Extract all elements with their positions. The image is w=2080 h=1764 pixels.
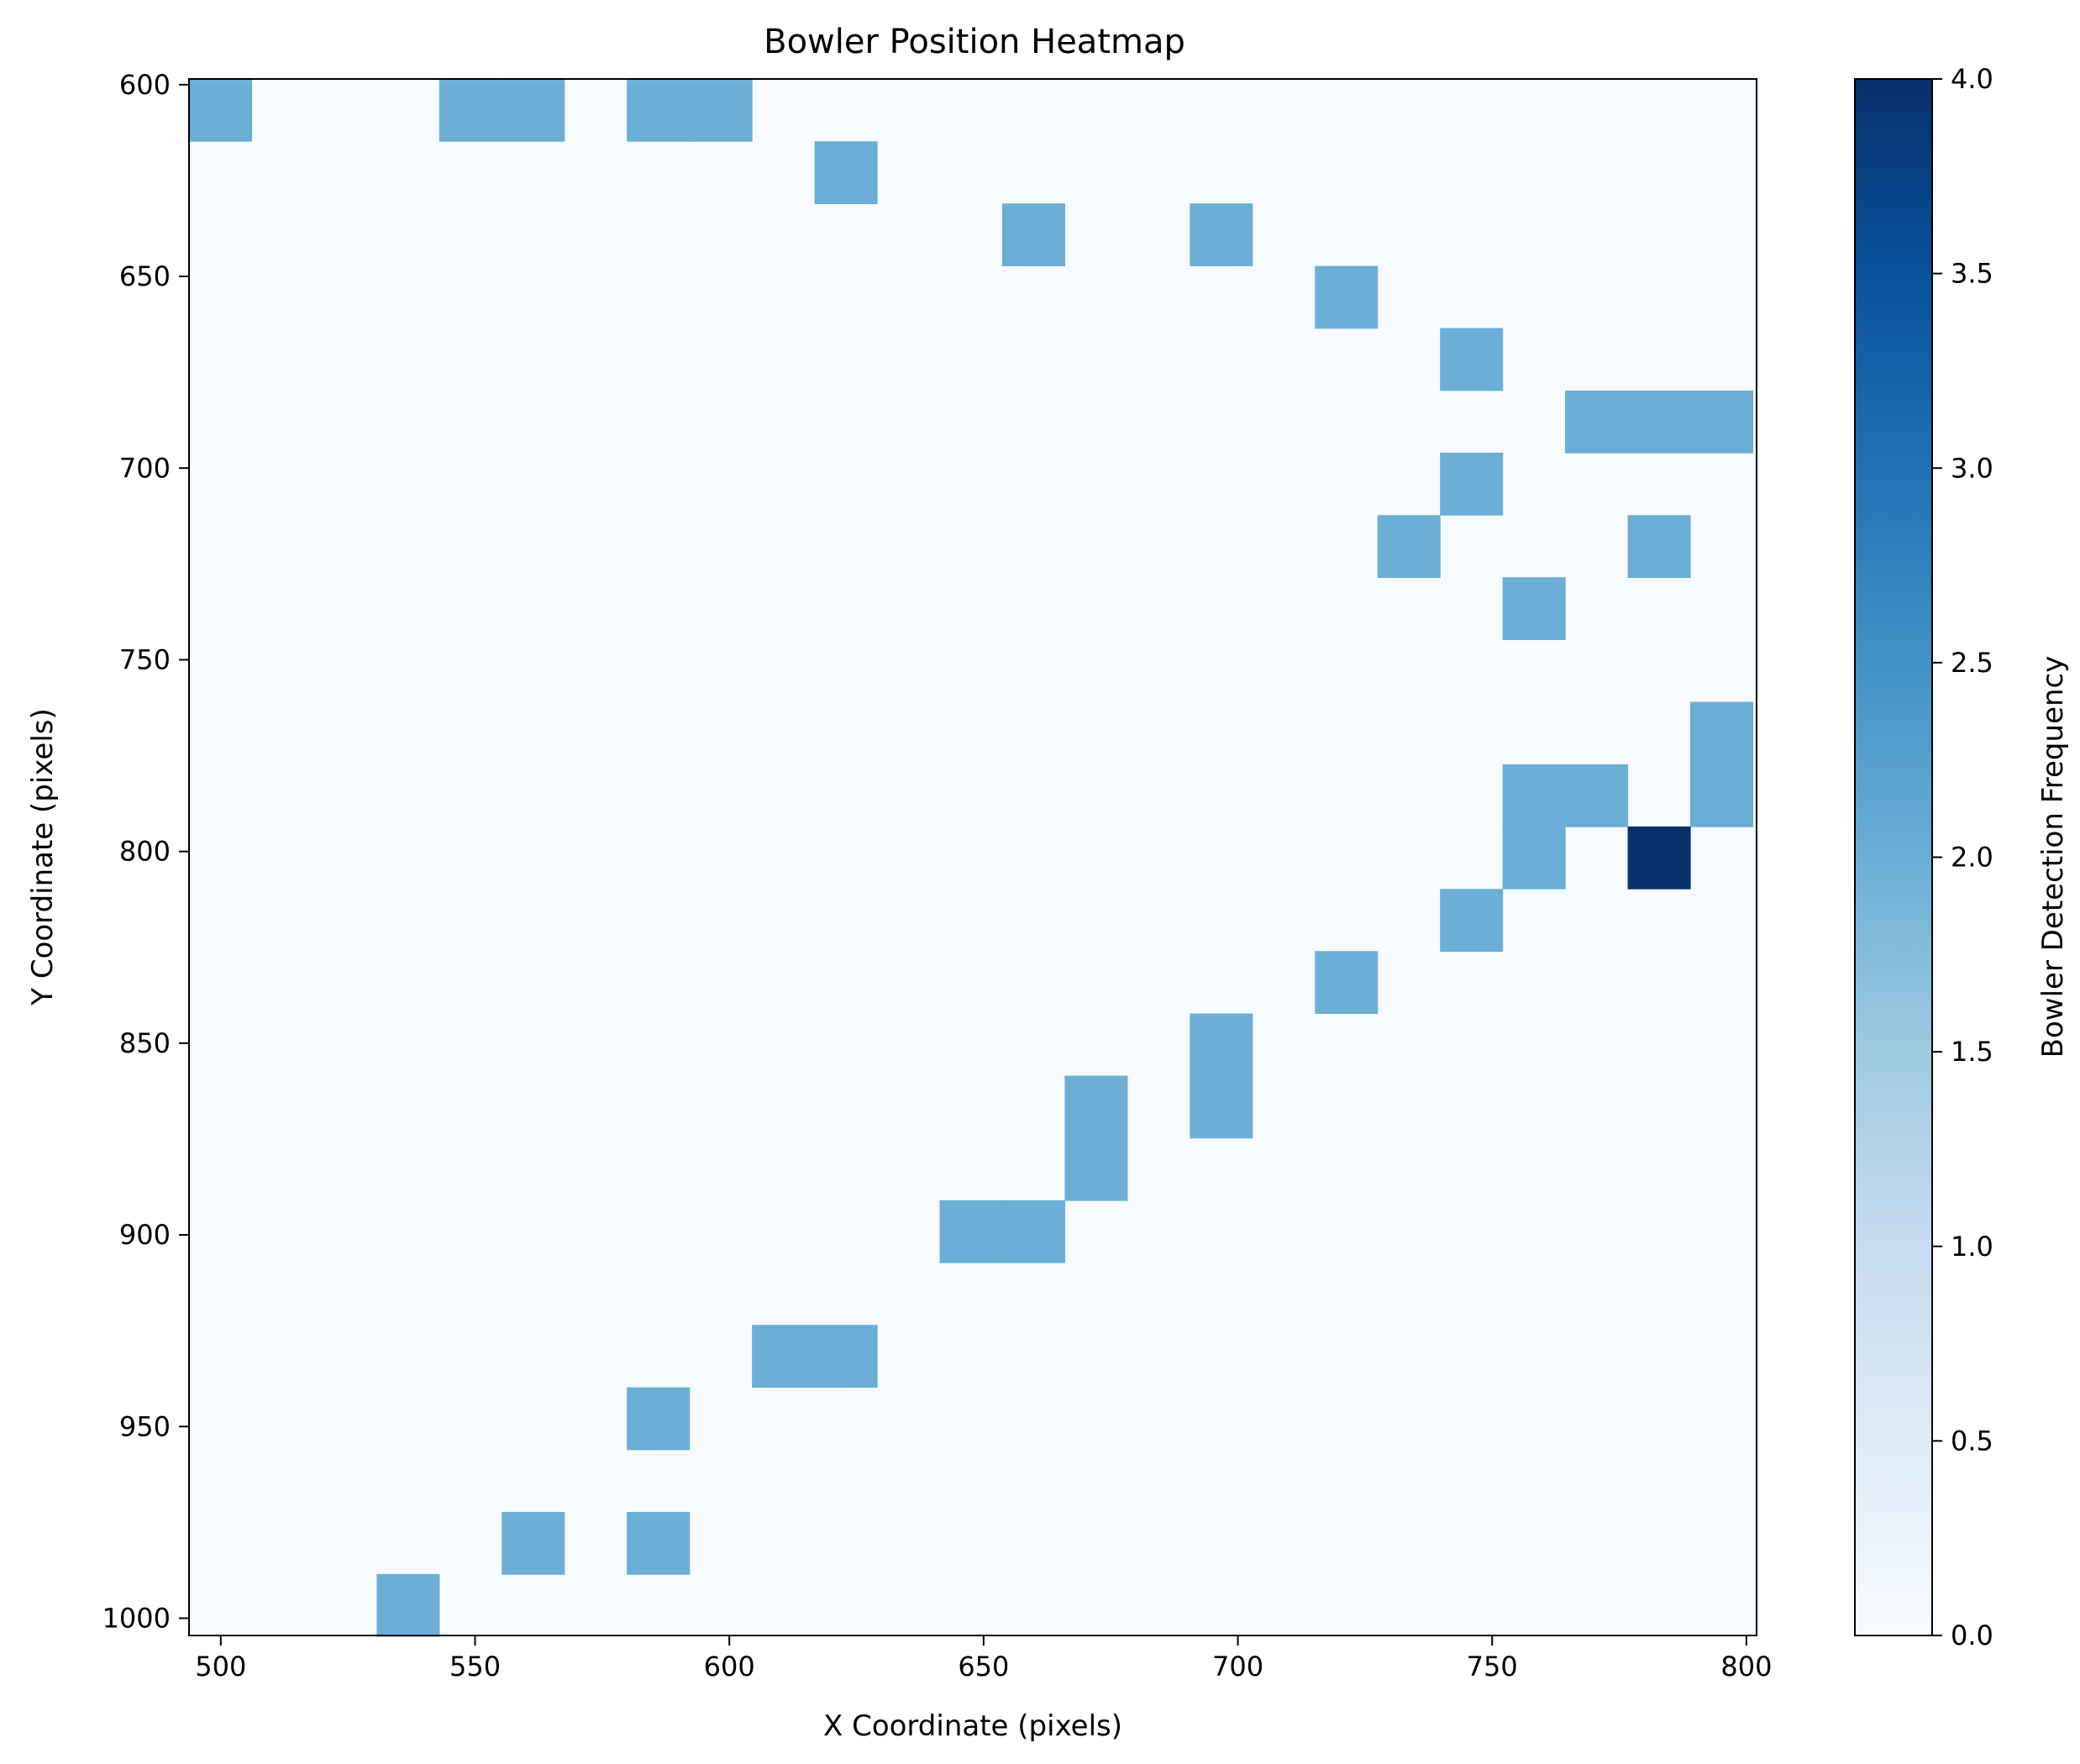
heatmap-cell: [189, 78, 253, 142]
colorbar-ticks: 0.0 0.5 1.0 1.5 2.0 2.5 3.0 3.5 4.0: [1932, 63, 1993, 1651]
heatmap-cell: [1315, 265, 1379, 329]
heatmap-cell: [939, 1200, 1003, 1263]
x-tick-label: 600: [704, 1651, 755, 1683]
y-tick-label: 850: [119, 1027, 171, 1059]
colorbar-tick-label: 0.5: [1951, 1425, 1993, 1457]
heatmap-cell: [1627, 515, 1691, 579]
x-tick-label: 650: [958, 1651, 1009, 1683]
heatmap-cell: [1064, 1075, 1128, 1139]
colorbar-tick-label: 1.0: [1951, 1231, 1993, 1263]
heatmap-cell: [1502, 577, 1566, 640]
x-tick-label: 500: [195, 1651, 246, 1683]
heatmap-cell: [502, 1511, 565, 1575]
colorbar-tick-label: 2.0: [1951, 842, 1993, 874]
colorbar-tick-label: 2.5: [1951, 647, 1993, 679]
heatmap-cell: [1690, 764, 1754, 827]
y-tick-label: 900: [119, 1219, 171, 1251]
x-axis-ticks: 500 550 600 650 700 750 800: [195, 1635, 1772, 1683]
heatmap-cell: [1440, 328, 1504, 391]
colorbar-tick-label: 0.0: [1951, 1620, 1993, 1651]
heatmap-cell: [439, 78, 502, 142]
heatmap-cell: [1565, 390, 1629, 454]
y-tick-label: 800: [119, 836, 171, 868]
heatmap-cell: [627, 1387, 691, 1451]
heatmap-cell: [1190, 203, 1253, 266]
heatmap-cell: [376, 1573, 440, 1637]
heatmap-cell: [1377, 515, 1441, 579]
y-tick-label: 600: [119, 69, 171, 101]
heatmap-cell: [627, 1511, 691, 1575]
heatmap-cell: [1440, 452, 1504, 516]
heatmap-cell: [1315, 951, 1379, 1014]
heatmap-cell: [1001, 1200, 1066, 1263]
heatmap-cell: [1440, 889, 1504, 953]
heatmap-cell: [627, 78, 691, 142]
heatmap-cell: [1690, 390, 1754, 454]
heatmap-cell: [1190, 1075, 1253, 1139]
heatmap-cell: [1064, 1137, 1128, 1201]
colorbar-tick-label: 4.0: [1951, 63, 1993, 95]
x-tick-label: 700: [1212, 1651, 1263, 1683]
colorbar-tick-label: 3.0: [1951, 452, 1993, 484]
y-axis-ticks: 600 650 700 750 800 850 900 950 1000: [102, 69, 189, 1634]
colorbar-tick-label: 3.5: [1951, 258, 1993, 290]
x-tick-label: 750: [1467, 1651, 1518, 1683]
heatmap-cell: [1502, 826, 1566, 890]
y-tick-label: 650: [119, 260, 171, 292]
heatmap-cell: [1627, 390, 1691, 454]
x-axis-label: X Coordinate (pixels): [823, 1709, 1122, 1743]
y-axis-label: Y Coordinate (pixels): [26, 708, 60, 1005]
heatmap-cell: [1565, 764, 1629, 827]
chart-title: Bowler Position Heatmap: [764, 23, 1185, 61]
y-tick-label: 1000: [102, 1602, 171, 1634]
colorbar: [1854, 78, 1933, 1636]
plot-frame: [188, 78, 1757, 1636]
colorbar-label: Bowler Detection Frequency: [2036, 656, 2070, 1058]
heatmap-cell: [689, 78, 753, 142]
heatmap-cell: [1627, 826, 1691, 890]
heatmap-cell: [752, 1325, 816, 1388]
heatmap-cell: [1690, 701, 1754, 765]
heatmap-cell: [1190, 1013, 1253, 1077]
heatmap-cell: [814, 1325, 878, 1388]
y-tick-label: 750: [119, 643, 171, 675]
x-tick-label: 550: [449, 1651, 501, 1683]
x-tick-label: 800: [1720, 1651, 1772, 1683]
colorbar-tick-label: 1.5: [1951, 1036, 1993, 1068]
heatmap-cells: [189, 78, 1754, 1637]
heatmap-cell: [814, 141, 878, 205]
y-tick-label: 950: [119, 1410, 171, 1442]
heatmap-cell: [502, 78, 565, 142]
heatmap-cell: [1001, 203, 1066, 266]
heatmap-cell: [1502, 764, 1566, 827]
y-tick-label: 700: [119, 452, 171, 484]
